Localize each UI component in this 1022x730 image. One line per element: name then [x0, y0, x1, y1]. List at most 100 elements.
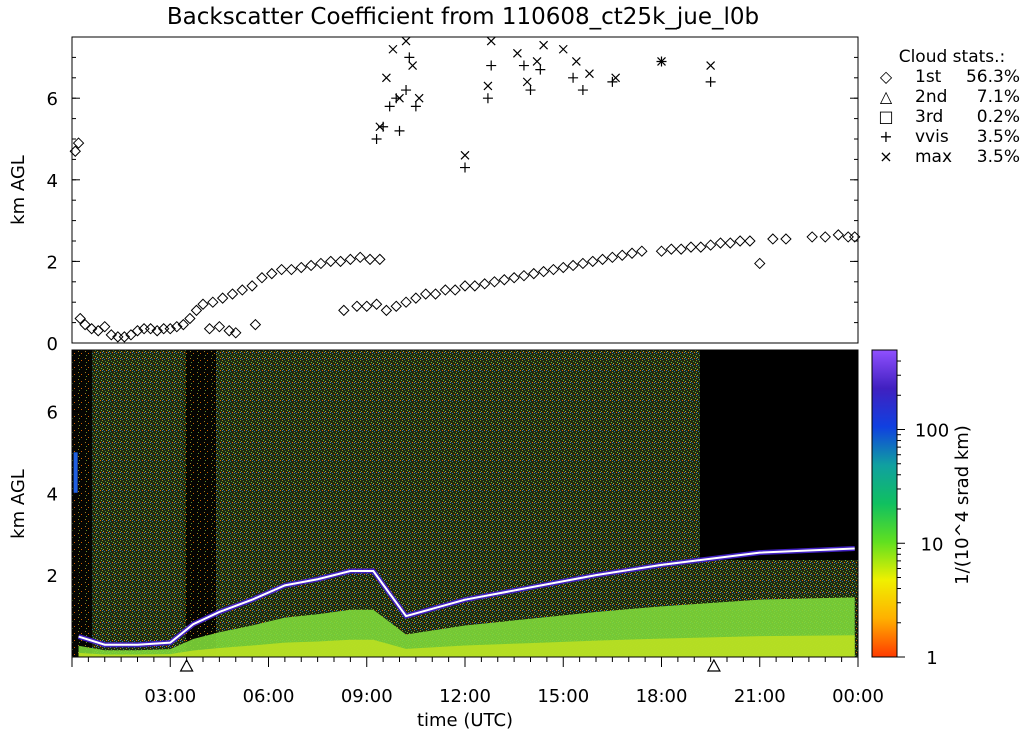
data-point-max	[522, 77, 532, 87]
data-point-max	[558, 44, 568, 54]
data-point-1st	[285, 263, 298, 276]
data-point-vvis	[568, 72, 579, 83]
bottom-y-tick-label: 4	[47, 484, 58, 505]
x-tick-label: 18:00	[636, 686, 688, 707]
data-point-1st	[429, 288, 442, 300]
data-point-1st	[439, 284, 452, 296]
data-point-1st	[478, 278, 491, 290]
data-point-1st	[714, 237, 727, 249]
top-y-tick-label: 4	[47, 171, 58, 192]
data-point-max	[657, 57, 666, 66]
second-cloud-markers	[179, 658, 721, 672]
colorbar-tick-label: 10	[921, 534, 944, 555]
data-point-1st	[685, 241, 697, 253]
data-point-1st	[849, 231, 861, 243]
data-point-1st	[587, 255, 599, 268]
legend-value-max: 3.5%	[977, 147, 1020, 167]
data-point-1st	[295, 261, 307, 274]
data-point-1st	[351, 300, 363, 312]
heatmap-dark-region-early	[72, 350, 92, 657]
data-point-max	[414, 93, 424, 103]
data-point-1st	[144, 323, 157, 335]
data-point-max	[401, 36, 411, 46]
legend-title: Cloud stats.:	[899, 47, 1006, 67]
data-point-1st	[213, 320, 226, 333]
data-point-1st	[246, 280, 258, 292]
legend: Cloud stats.: ◇ 1st 56.3% △ 2nd 7.1% □ 3rd 0.2% +…	[878, 47, 1020, 167]
data-point-1st	[236, 284, 249, 296]
data-point-1st	[449, 284, 461, 296]
data-point-vvis	[518, 60, 529, 71]
legend-marker-1st: ◇	[880, 67, 893, 86]
colorbar-label: 1/(10^4 srad km)	[952, 425, 973, 585]
data-point-max	[571, 57, 581, 66]
data-point-1st	[226, 288, 239, 300]
data-point-1st	[780, 233, 792, 245]
data-point-1st	[197, 298, 209, 310]
data-point-1st	[400, 296, 412, 308]
data-point-1st	[203, 323, 216, 335]
data-point-max	[395, 93, 404, 103]
data-point-vvis	[404, 52, 415, 63]
data-point-1st	[256, 272, 268, 284]
data-point-1st	[131, 325, 144, 337]
data-point-vvis	[410, 101, 421, 112]
data-point-1st	[338, 304, 350, 317]
legend-marker-2nd: △	[880, 87, 893, 106]
bottom-y-tick-label: 2	[47, 566, 58, 587]
second-cloud-marker	[706, 658, 721, 672]
data-point-1st	[354, 251, 366, 264]
data-point-1st	[596, 253, 609, 266]
data-point-vvis	[486, 60, 497, 71]
data-point-1st	[85, 323, 98, 335]
data-point-vvis	[535, 64, 546, 75]
data-point-1st	[695, 241, 707, 253]
data-point-max	[483, 81, 493, 91]
data-point-max	[460, 150, 470, 160]
data-point-1st	[171, 320, 183, 333]
heatmap-dark-region-midmorning	[186, 350, 216, 657]
legend-label-max: max	[915, 147, 952, 167]
data-point-1st	[410, 292, 422, 304]
colorbar-strip	[871, 349, 898, 658]
x-tick-label: 21:00	[734, 686, 786, 707]
data-point-1st	[315, 257, 327, 270]
data-point-1st	[842, 231, 854, 243]
top-y-tick-label: 6	[47, 89, 58, 110]
data-point-1st	[370, 298, 383, 310]
data-point-1st	[655, 245, 668, 257]
bottom-y-tick-label: 6	[47, 402, 58, 423]
data-point-1st	[528, 267, 540, 280]
data-point-max	[512, 48, 522, 58]
data-point-max	[611, 73, 621, 83]
data-point-1st	[325, 255, 337, 268]
colorbar-tick-label: 1	[926, 648, 937, 669]
data-point-1st	[806, 231, 818, 243]
legend-value-3rd: 0.2%	[977, 107, 1020, 127]
cloud-base-panel: 0 2 4 6 km AGL Cloud stats.: ◇ 1st 56.3% △ 2nd 7…	[8, 36, 1020, 355]
data-point-1st	[275, 263, 288, 276]
data-point-vvis	[371, 134, 382, 144]
data-point-1st	[305, 259, 317, 272]
x-tick-label: 03:00	[144, 686, 196, 707]
data-point-1st	[557, 261, 569, 274]
data-point-1st	[74, 312, 86, 325]
data-point-1st	[177, 318, 190, 331]
data-point-1st	[380, 304, 393, 317]
data-point-1st	[469, 280, 481, 292]
data-point-1st	[626, 247, 638, 259]
top-plot-frame	[71, 36, 859, 344]
colorbar-ticks: 1 10 100	[897, 360, 949, 669]
data-point-max	[585, 69, 594, 79]
data-point-max	[539, 40, 549, 50]
data-point-max	[381, 73, 391, 83]
data-point-max	[486, 36, 496, 46]
data-point-1st	[105, 329, 118, 341]
cloud-base-points	[69, 36, 861, 343]
data-point-1st	[164, 323, 176, 335]
data-point-1st	[724, 237, 736, 249]
data-point-1st	[266, 267, 278, 280]
data-point-1st	[734, 235, 746, 247]
data-point-1st	[488, 276, 501, 288]
